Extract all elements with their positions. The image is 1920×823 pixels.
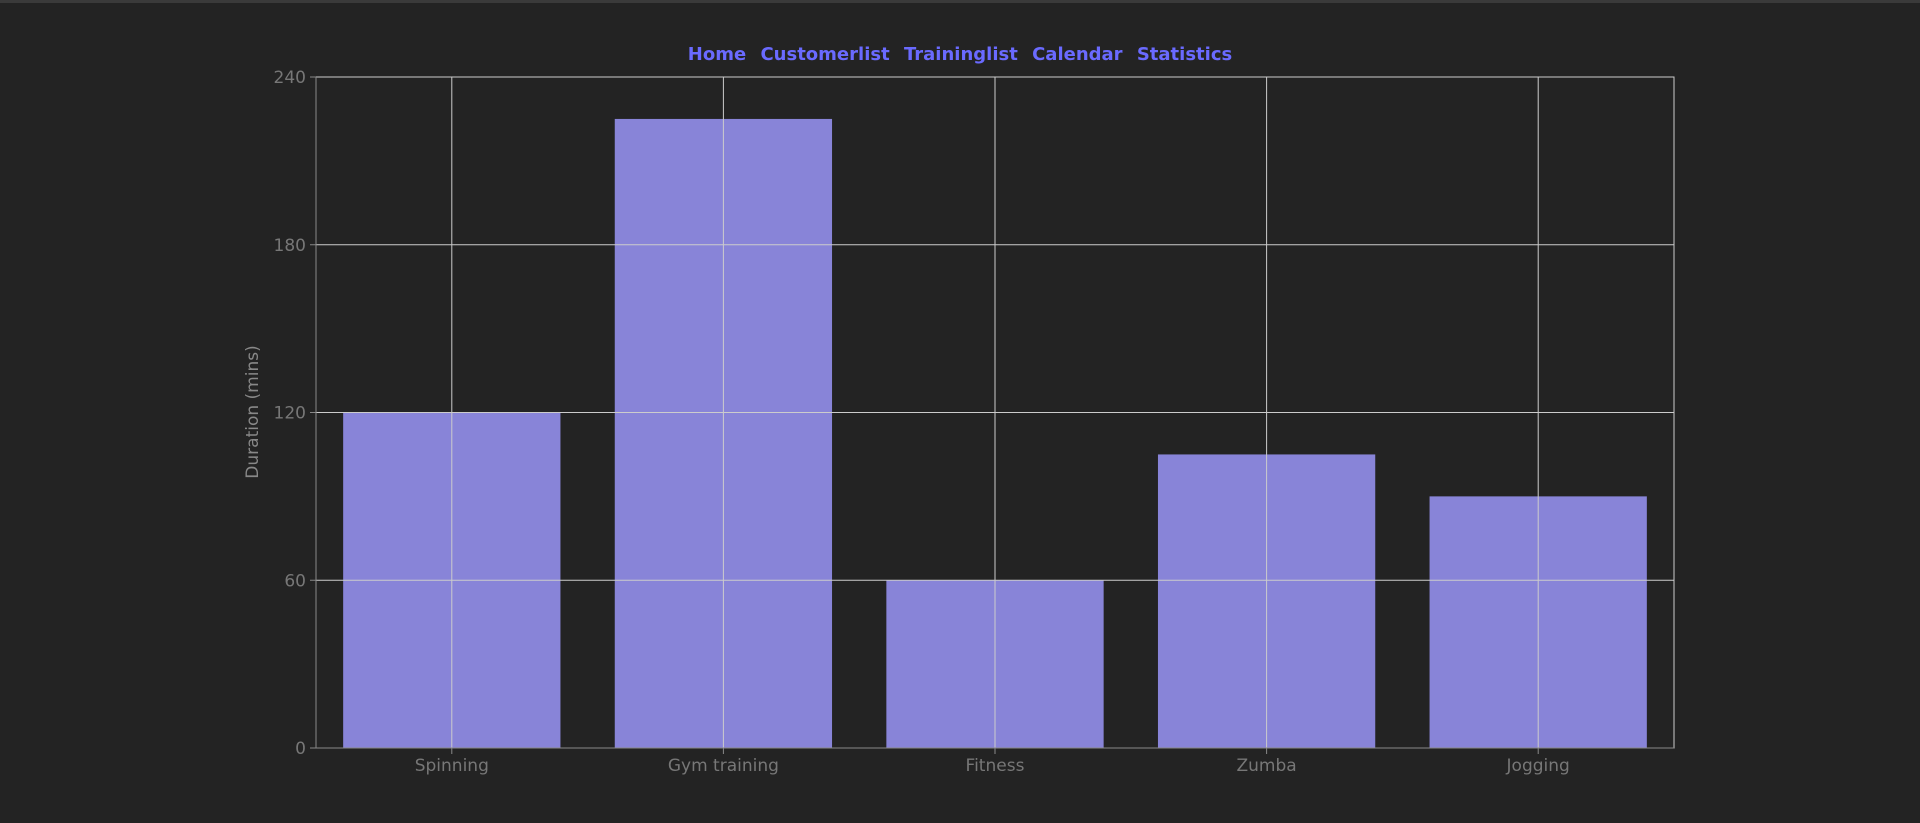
y-tick-label: 180 (274, 236, 306, 256)
nav-statistics-link[interactable]: Statistics (1136, 44, 1233, 65)
y-tick-label: 60 (284, 571, 306, 591)
main-nav: Home Customerlist Traininglist Calendar … (0, 44, 1920, 65)
x-tick-label: Spinning (415, 756, 489, 776)
y-tick-label: 0 (295, 739, 306, 759)
nav-home-link[interactable]: Home (687, 44, 747, 65)
x-tick-label: Jogging (1506, 756, 1570, 776)
nav-customerlist-link[interactable]: Customerlist (760, 44, 890, 65)
x-tick-label: Fitness (966, 756, 1025, 776)
y-tick-label: 240 (274, 68, 306, 88)
y-tick-label: 120 (274, 404, 306, 424)
y-axis-label: Duration (mins) (243, 345, 263, 478)
x-tick-label: Zumba (1236, 756, 1296, 776)
x-tick-label: Gym training (668, 756, 779, 776)
nav-traininglist-link[interactable]: Traininglist (903, 44, 1018, 65)
nav-calendar-link[interactable]: Calendar (1032, 44, 1123, 65)
axis-layer: 0 60 120 180 240 Spinning Gym training Fitness Z… (274, 68, 1674, 776)
window-top-border (0, 0, 1920, 3)
